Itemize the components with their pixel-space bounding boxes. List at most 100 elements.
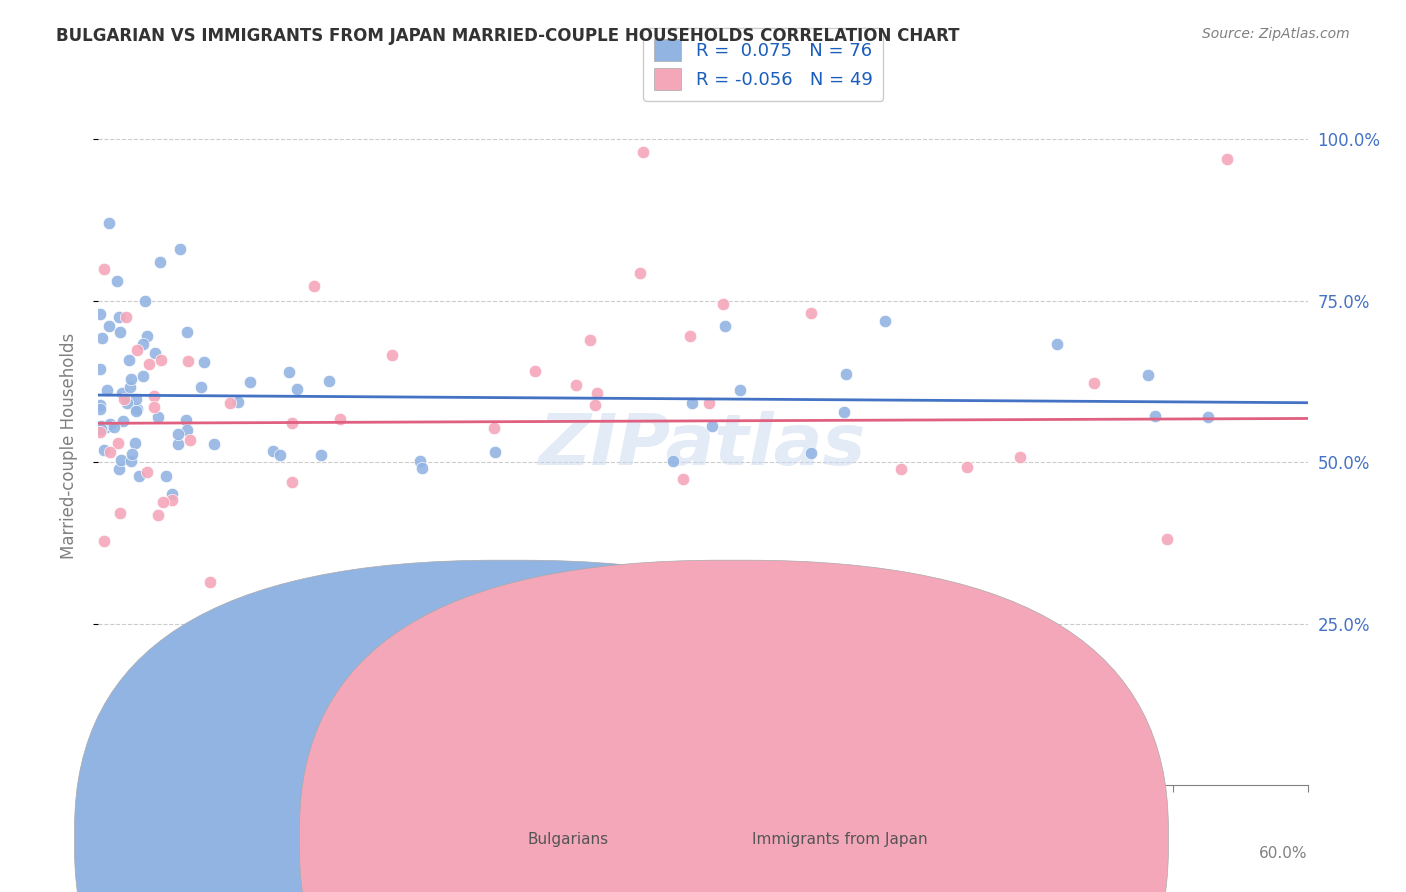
Point	[90, 422, 112, 436]
Point	[93, 442, 115, 457]
Text: ZIPatlas: ZIPatlas	[540, 411, 866, 481]
Point	[167, 437, 190, 451]
Point	[1083, 376, 1105, 390]
Point	[218, 396, 240, 410]
Point	[714, 318, 737, 333]
Point	[269, 448, 291, 462]
Point	[281, 416, 304, 430]
Point	[105, 274, 128, 288]
Point	[800, 306, 823, 320]
Point	[93, 261, 115, 276]
Point	[98, 319, 121, 334]
Point	[148, 255, 170, 269]
Point	[143, 400, 166, 414]
Point	[583, 398, 606, 412]
Point	[108, 325, 131, 339]
Point	[239, 375, 262, 389]
Point	[277, 366, 299, 380]
Point	[678, 329, 700, 343]
Point	[136, 329, 159, 343]
Y-axis label: Married-couple Households: Married-couple Households	[59, 333, 77, 559]
Point	[711, 297, 734, 311]
Point	[89, 362, 111, 376]
Point	[152, 495, 174, 509]
Point	[120, 454, 142, 468]
Point	[108, 506, 131, 520]
Point	[409, 454, 432, 468]
Point	[190, 380, 212, 394]
Point	[752, 655, 775, 669]
Text: Source: ZipAtlas.com: Source: ZipAtlas.com	[1202, 27, 1350, 41]
Point	[651, 668, 673, 682]
Point	[89, 421, 111, 435]
Point	[832, 405, 855, 419]
Point	[835, 368, 858, 382]
Point	[138, 357, 160, 371]
Text: ▪  Bulgarians: ▪ Bulgarians	[558, 853, 659, 868]
Point	[90, 331, 112, 345]
Text: 60.0%: 60.0%	[1260, 846, 1308, 861]
Point	[411, 460, 433, 475]
Point	[112, 392, 135, 407]
Point	[135, 465, 157, 479]
Text: 0.0%: 0.0%	[98, 846, 138, 861]
Point	[112, 414, 135, 428]
Point	[1137, 368, 1160, 382]
Point	[125, 392, 148, 406]
Point	[1156, 532, 1178, 546]
Point	[662, 454, 685, 468]
Point	[94, 420, 117, 434]
Point	[672, 473, 695, 487]
Point	[309, 448, 332, 462]
Point	[90, 418, 112, 433]
Point	[89, 402, 111, 417]
Point	[1197, 409, 1219, 424]
Point	[302, 279, 325, 293]
Point	[146, 410, 169, 425]
Point	[484, 445, 506, 459]
Point	[134, 293, 156, 308]
Text: ▪  Immigrants from Japan: ▪ Immigrants from Japan	[751, 853, 948, 868]
Point	[125, 343, 148, 357]
Point	[1010, 450, 1032, 465]
Point	[681, 396, 703, 410]
Point	[89, 425, 111, 439]
Point	[700, 419, 723, 434]
Point	[329, 412, 352, 426]
Text: Bulgarians: Bulgarians	[527, 832, 609, 847]
Point	[89, 398, 111, 412]
Point	[98, 417, 121, 432]
Text: Immigrants from Japan: Immigrants from Japan	[752, 832, 928, 847]
Point	[1046, 336, 1069, 351]
Point	[128, 469, 150, 483]
Point	[155, 468, 177, 483]
Point	[143, 346, 166, 360]
Point	[169, 242, 191, 256]
Point	[262, 443, 284, 458]
Point	[107, 435, 129, 450]
Point	[1054, 662, 1077, 676]
Point	[281, 475, 304, 489]
Point	[146, 508, 169, 523]
Text: BULGARIAN VS IMMIGRANTS FROM JAPAN MARRIED-COUPLE HOUSEHOLDS CORRELATION CHART: BULGARIAN VS IMMIGRANTS FROM JAPAN MARRI…	[56, 27, 960, 45]
Point	[800, 446, 823, 460]
Point	[193, 355, 215, 369]
Point	[98, 444, 121, 458]
Point	[1216, 152, 1239, 166]
Point	[631, 145, 654, 160]
Legend: R =  0.075   N = 76, R = -0.056   N = 49: R = 0.075 N = 76, R = -0.056 N = 49	[644, 28, 883, 101]
Point	[124, 436, 146, 450]
Point	[121, 447, 143, 461]
Point	[118, 380, 141, 394]
Point	[132, 337, 155, 351]
Point	[318, 374, 340, 388]
Point	[406, 619, 429, 633]
Point	[890, 461, 912, 475]
Point	[179, 433, 201, 447]
Point	[523, 364, 546, 378]
Point	[628, 266, 651, 280]
Point	[174, 413, 197, 427]
Point	[579, 333, 602, 347]
Point	[728, 383, 751, 397]
Point	[1143, 409, 1166, 423]
